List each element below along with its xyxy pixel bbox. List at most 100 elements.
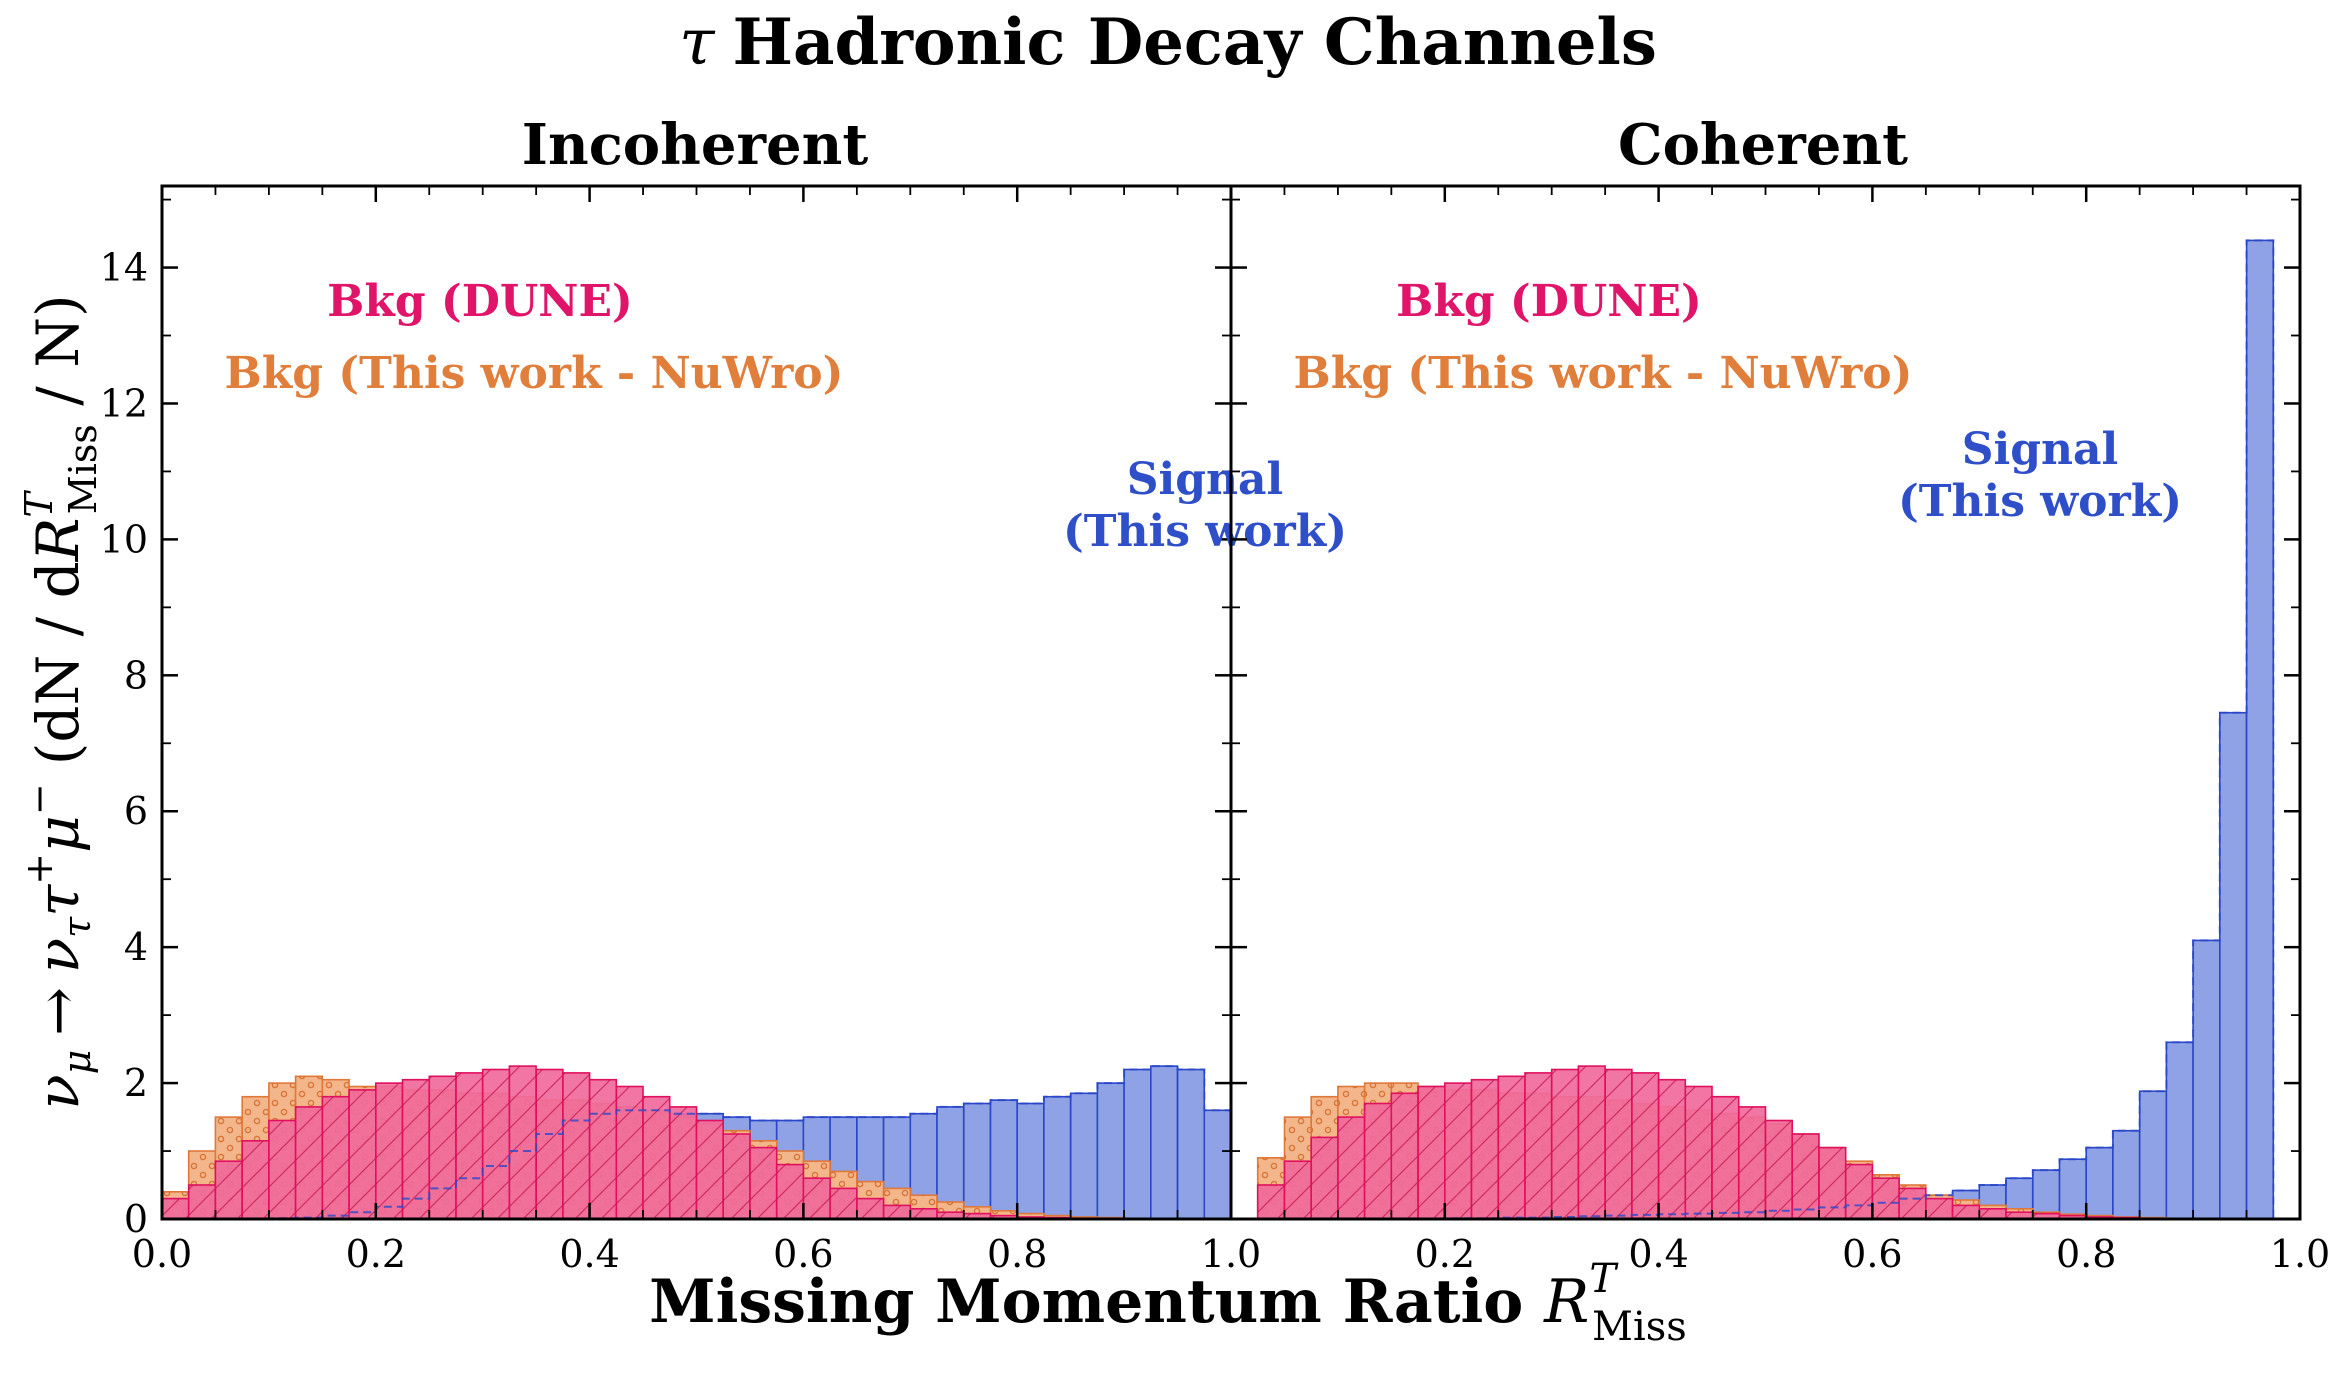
dune-hatch-9 <box>1471 1079 1499 1219</box>
x-tick-label-4: 0.8 <box>2056 1232 2116 1276</box>
x-tick-label-4: 0.8 <box>987 1232 1047 1276</box>
legend-incoherent: Bkg (DUNE) Bkg (This work - NuWro) Signal(… <box>225 276 1347 557</box>
dune-hatch-10 <box>429 1076 456 1219</box>
dune-hatch-4 <box>1337 1117 1365 1219</box>
x-tick-label-2: 0.4 <box>1628 1232 1688 1276</box>
y-tick-label-3: 6 <box>124 789 148 833</box>
tick-layer-coherent: 0.2 0.4 0.6 0.8 1.0 <box>1229 186 2330 1276</box>
dune-hatch-21 <box>723 1134 750 1219</box>
dune-hatch-0 <box>162 1198 189 1219</box>
dune-hatch-7 <box>1418 1086 1445 1219</box>
signal-bar-35 <box>1096 1082 1125 1220</box>
dune-hatch-20 <box>696 1120 724 1219</box>
y-tick-label-6: 12 <box>100 381 148 425</box>
histogram-layer-incoherent <box>161 1065 1232 1220</box>
signal-bar-37 <box>2219 711 2248 1220</box>
dune-hatch-22 <box>750 1147 777 1219</box>
x-tick-label-5: 1.0 <box>2270 1232 2330 1276</box>
x-tick-label-5: 1.0 <box>1201 1232 1261 1276</box>
dune-hatch-8 <box>375 1083 403 1219</box>
dune-hatch-5 <box>1364 1103 1392 1219</box>
legend-signal-line2: (This work) <box>1063 506 1347 557</box>
dune-hatch-1 <box>188 1185 216 1219</box>
y-axis-label: νμ→νττ+μ−(dN / dRTMiss / N) <box>17 294 105 1109</box>
x-tick-label-1: 0.2 <box>1415 1232 1475 1276</box>
dune-hatch-7 <box>349 1089 376 1219</box>
signal-bar-35 <box>2165 1041 2194 1220</box>
panel-coherent: 0.2 0.4 0.6 0.8 1.0 Bkg (DUNE) Bkg (This work… <box>1229 186 2330 1276</box>
series-dune <box>161 1065 1125 1220</box>
signal-bar-38 <box>1176 1068 1206 1220</box>
dune-hatch-28 <box>1979 1208 2006 1219</box>
dune-hatch-20 <box>1765 1120 1793 1219</box>
y-tick-label-2: 4 <box>124 925 148 969</box>
dune-hatch-17 <box>1685 1086 1712 1219</box>
x-tick-label-1: 0.2 <box>346 1232 406 1276</box>
y-tick-label-1: 2 <box>124 1061 148 1105</box>
signal-bar-36 <box>2192 939 2221 1220</box>
dune-hatch-8 <box>1444 1083 1472 1219</box>
dune-hatch-23 <box>1845 1164 1873 1219</box>
signal-outline <box>162 1065 1231 1220</box>
signal-bar-32 <box>1016 1102 1045 1220</box>
x-axis-label: Missing Momentum Ratio RT Miss <box>649 1256 1687 1350</box>
dune-hatch-14 <box>1605 1069 1632 1219</box>
x-tick-label-2: 0.4 <box>559 1232 619 1276</box>
dune-hatch-30 <box>2032 1213 2060 1219</box>
signal-bar-36 <box>1123 1068 1152 1220</box>
dune-hatch-13 <box>509 1066 537 1219</box>
y-tick-label-5: 10 <box>100 517 148 561</box>
signal-bar-32 <box>2085 1146 2114 1220</box>
legend-bkg-dune: Bkg (DUNE) <box>327 276 633 327</box>
x-tick-label-3: 0.6 <box>773 1232 833 1276</box>
figure-title: τ Hadronic Decay Channels <box>679 5 1657 80</box>
dune-hatch-30 <box>963 1213 991 1219</box>
dune-hatch-3 <box>242 1140 269 1219</box>
dune-hatch-12 <box>482 1069 510 1219</box>
legend-coherent: Bkg (DUNE) Bkg (This work - NuWro) Signal(… <box>1294 276 2182 527</box>
x-tick-label-0: 0.0 <box>132 1232 192 1276</box>
title-text: Hadronic Decay Channels <box>733 5 1657 80</box>
signal-bar-37 <box>1150 1065 1179 1220</box>
dune-hatch-2 <box>1284 1161 1312 1219</box>
signal-bar-33 <box>1043 1095 1072 1220</box>
y-tick-label-4: 8 <box>124 653 148 697</box>
dune-hatch-15 <box>562 1072 590 1219</box>
dune-hatch-1 <box>1257 1185 1285 1219</box>
dune-hatch-29 <box>2006 1212 2033 1219</box>
dune-hatch-15 <box>1631 1072 1659 1219</box>
dune-hatch-4 <box>268 1120 296 1219</box>
signal-bar-30 <box>962 1102 992 1220</box>
title-tau-symbol: τ <box>679 6 716 80</box>
y-tick-label-7: 14 <box>100 246 148 290</box>
signal-bar-34 <box>2138 1090 2168 1220</box>
legend-signal-line2: (This work) <box>1898 476 2182 527</box>
dune-hatch-17 <box>616 1086 643 1219</box>
legend-bkg-nuwro: Bkg (This work - NuWro) <box>1294 348 1913 399</box>
dune-hatch-10 <box>1498 1076 1525 1219</box>
dune-hatch-9 <box>402 1079 430 1219</box>
dune-hatch-3 <box>1311 1137 1338 1219</box>
dune-hatch-21 <box>1792 1134 1819 1219</box>
dune-hatch-19 <box>669 1106 697 1219</box>
dune-hatch-29 <box>937 1212 964 1219</box>
dune-hatch-14 <box>536 1069 563 1219</box>
dune-hatch-26 <box>856 1198 884 1219</box>
legend-bkg-dune: Bkg (DUNE) <box>1396 276 1702 327</box>
dune-hatch-12 <box>1551 1069 1579 1219</box>
dune-hatch-13 <box>1578 1066 1606 1219</box>
signal-bar-34 <box>1069 1092 1099 1220</box>
signal-bar-38 <box>2245 239 2275 1220</box>
legend-signal-line1: Signal <box>1127 454 1283 505</box>
signal-bar-31 <box>989 1099 1019 1220</box>
dune-hatch-11 <box>1525 1072 1552 1219</box>
dune-hatch-25 <box>830 1188 857 1219</box>
y-tick-label-0: 0 <box>124 1197 148 1241</box>
panel-title-incoherent: Incoherent <box>522 112 869 178</box>
dune-hatch-23 <box>776 1164 804 1219</box>
dune-hatch-19 <box>1738 1106 1766 1219</box>
signal-bar-29 <box>936 1106 965 1220</box>
dune-hatch-5 <box>295 1106 323 1219</box>
dune-hatch-31 <box>2059 1215 2087 1219</box>
